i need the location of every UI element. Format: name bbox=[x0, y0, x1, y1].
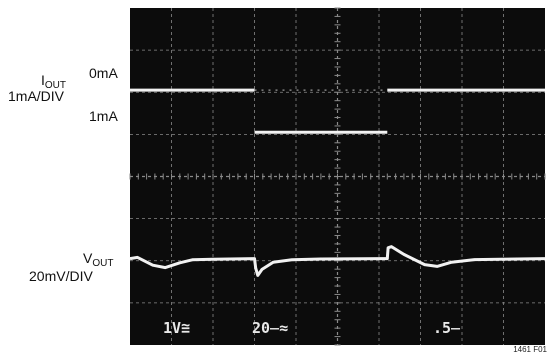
iout-scale-label: 1mA/DIV bbox=[8, 88, 65, 104]
grid bbox=[129, 7, 546, 346]
scope-readout-scale: .5̶ bbox=[433, 319, 461, 337]
iout-level-1ma: 1mA bbox=[89, 108, 118, 124]
vout-trace bbox=[129, 245, 546, 277]
figure-id: 1461 F01 bbox=[513, 345, 547, 354]
vout-label: VOUT bbox=[83, 250, 114, 269]
vout-scale-label: 20mV/DIV bbox=[29, 268, 93, 284]
iout-label: IOUT bbox=[41, 72, 66, 91]
scope-readout-time: 20̶≈ bbox=[252, 319, 288, 337]
iout-level-0ma: 0mA bbox=[89, 65, 118, 81]
traces bbox=[129, 88, 546, 277]
scope-readout-volts: 1V≅ bbox=[163, 319, 190, 337]
